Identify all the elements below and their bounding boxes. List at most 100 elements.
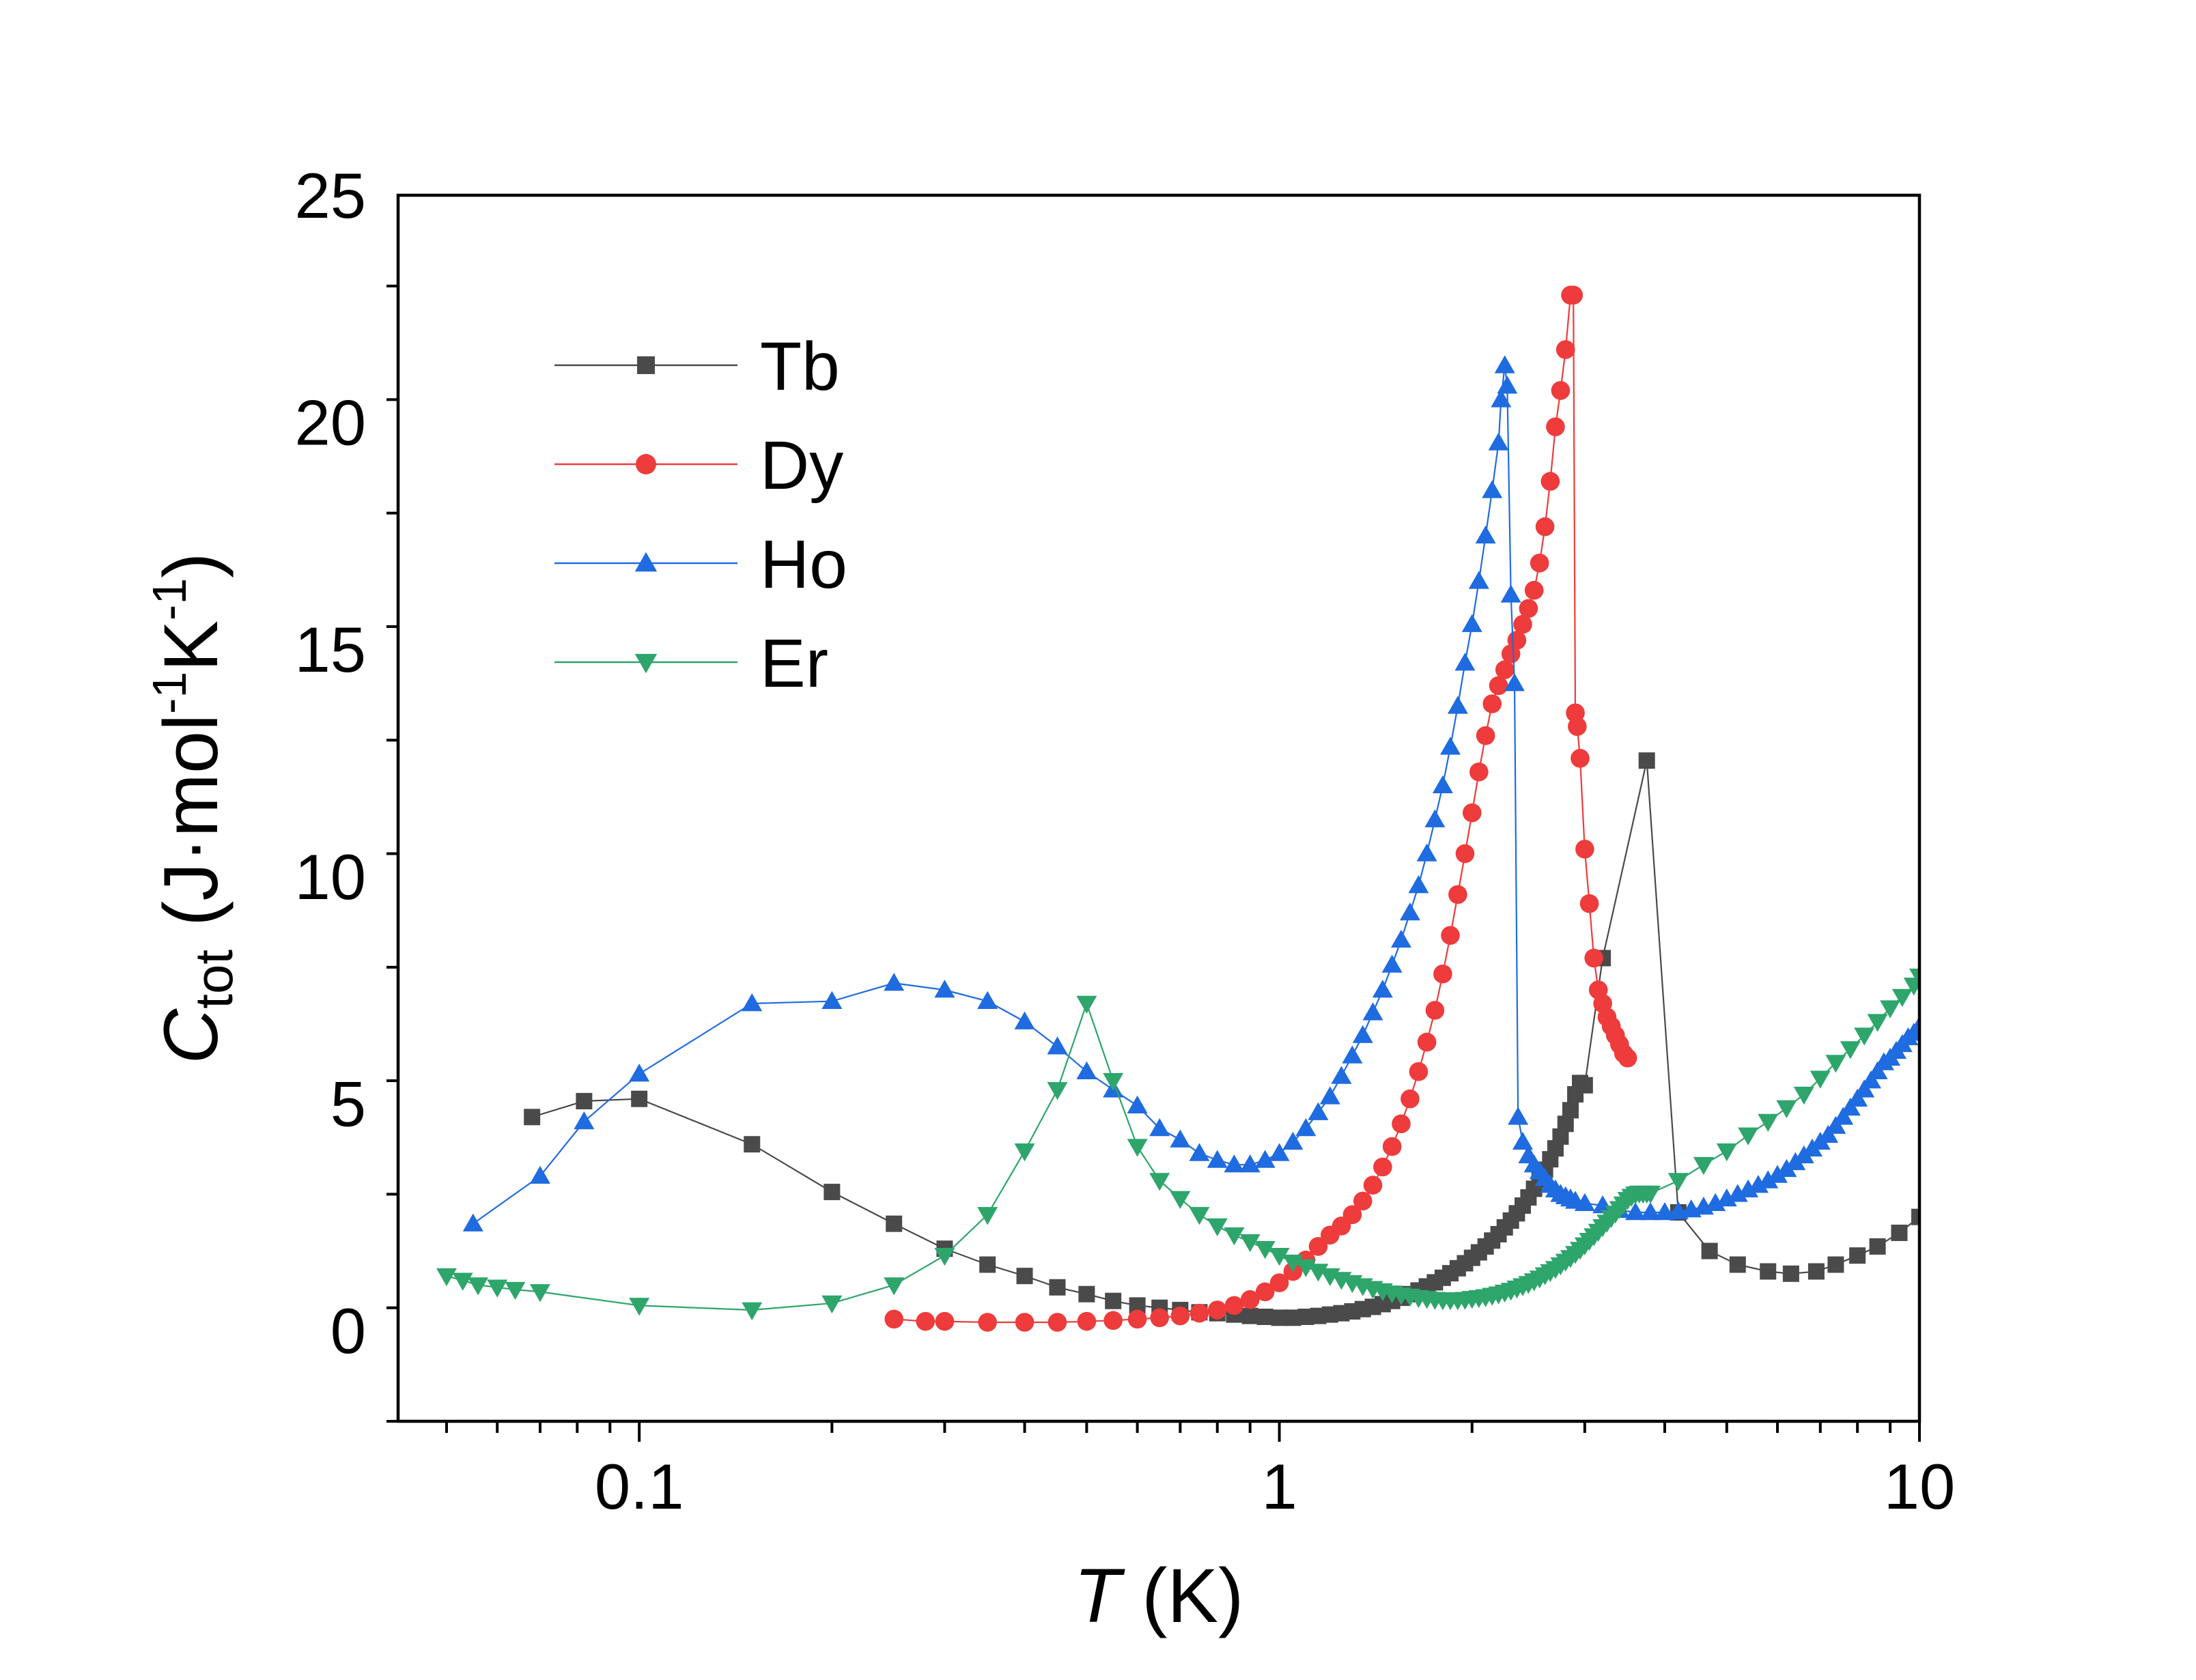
data-point-dy [1077,1311,1097,1331]
data-point-ho [742,993,763,1012]
data-point-ho [1461,614,1482,632]
data-point-tb [1911,1208,1919,1225]
data-point-dy [1482,694,1502,713]
data-point-er [1014,1143,1035,1162]
data-point-dy [1584,948,1603,968]
data-point-dy [1546,417,1565,437]
data-point-tb [979,1256,996,1273]
data-point-dy [1150,1308,1170,1328]
data-point-er [1076,995,1097,1014]
data-point-dy [1564,285,1583,305]
data-point-er [821,1295,843,1314]
data-point-er [1189,1207,1210,1225]
y-tick-label: 10 [294,841,366,913]
data-point-er [1867,1014,1888,1032]
data-point-er [1667,1173,1689,1191]
data-point-ho [1424,809,1446,827]
x-tick-label: 10 [1884,1451,1956,1522]
legend: Tb Dy Ho Er [554,328,847,702]
data-point-er [468,1277,489,1296]
data-point-ho [1308,1102,1329,1120]
data-point-dy [1540,472,1560,491]
data-point-er [1103,1072,1124,1092]
data-point-dy [1047,1313,1067,1332]
data-point-ho [1847,1088,1868,1107]
data-point-ho [1825,1115,1846,1134]
data-point-tb [1849,1247,1866,1264]
legend-label-dy: Dy [760,427,843,504]
data-point-er [1903,978,1919,996]
data-point-dy [978,1313,997,1332]
data-point-tb [744,1136,761,1153]
data-point-dy [1363,1176,1383,1195]
data-point-ho [1840,1098,1861,1116]
data-point-er [1308,1264,1329,1282]
data-point-dy [1269,1273,1289,1292]
data-point-ho [1399,902,1420,921]
data-point-ho [1767,1165,1788,1183]
data-point-dy [1568,717,1587,737]
data-point-tb [1016,1268,1033,1285]
data-point-dy [1489,676,1508,696]
data-point-dy [1441,926,1460,945]
data-point-tb [886,1215,903,1232]
y-tick-label: 25 [294,160,366,231]
data-point-er [1909,968,1919,987]
data-point-er [1254,1240,1276,1259]
data-point-dy [1207,1300,1227,1320]
data-point-tb [1576,1077,1593,1094]
data-point-dy [1127,1309,1147,1329]
data-point-tb [1701,1242,1718,1259]
data-point-ho [1491,389,1512,408]
data-point-dy [1618,1049,1637,1068]
data-point-dy [1433,964,1452,984]
data-point-ho [1047,1036,1068,1055]
data-point-dy [1579,894,1599,913]
data-point-ho [1416,843,1437,862]
legend-label-er: Er [760,625,828,702]
data-point-dy [1400,1089,1420,1109]
data-point-ho [934,980,955,998]
data-point-tb [1782,1265,1799,1282]
data-point-ho [1207,1150,1228,1168]
data-point-dy [1455,844,1475,864]
data-point-er [1047,1082,1068,1100]
y-tick-label: 5 [330,1068,366,1139]
data-point-ho [1372,980,1393,998]
data-point-er [977,1207,998,1225]
data-point-dy [1224,1296,1244,1315]
data-point-ho [1331,1066,1352,1084]
data-point-dy [884,1309,904,1329]
data-point-ho [1512,1131,1534,1150]
series-er [436,968,1919,1321]
data-point-ho [1224,1154,1245,1173]
data-point-ho [1254,1150,1276,1168]
data-point-tb [1241,1307,1258,1324]
data-point-ho [629,1064,650,1082]
data-point-ho [1747,1175,1769,1193]
data-point-dy [1513,614,1532,634]
legend-item-ho: Ho [554,526,847,603]
legend-marker-tb [637,356,655,374]
data-point-ho [1149,1117,1170,1137]
data-point-dy [935,1311,955,1331]
data-point-ho [1497,375,1518,394]
data-point-ho [1282,1131,1304,1150]
data-point-dy [1255,1282,1275,1302]
data-point-dy [1476,726,1495,745]
data-point-tb [1729,1256,1746,1273]
data-point-ho [1014,1011,1035,1029]
data-point-ho [574,1111,595,1130]
data-point-er [1224,1227,1245,1246]
data-point-er [934,1247,955,1266]
data-point-er [1716,1143,1737,1162]
series-tb [524,752,1919,1326]
data-point-dy [1535,517,1555,537]
data-point-ho [1705,1193,1726,1211]
legend-label-tb: Tb [760,328,840,405]
data-point-dy [1462,803,1482,823]
x-axis-label: T (K) [1074,1553,1244,1638]
y-tick-label: 0 [330,1295,366,1367]
y-tick-label: 15 [294,614,366,685]
